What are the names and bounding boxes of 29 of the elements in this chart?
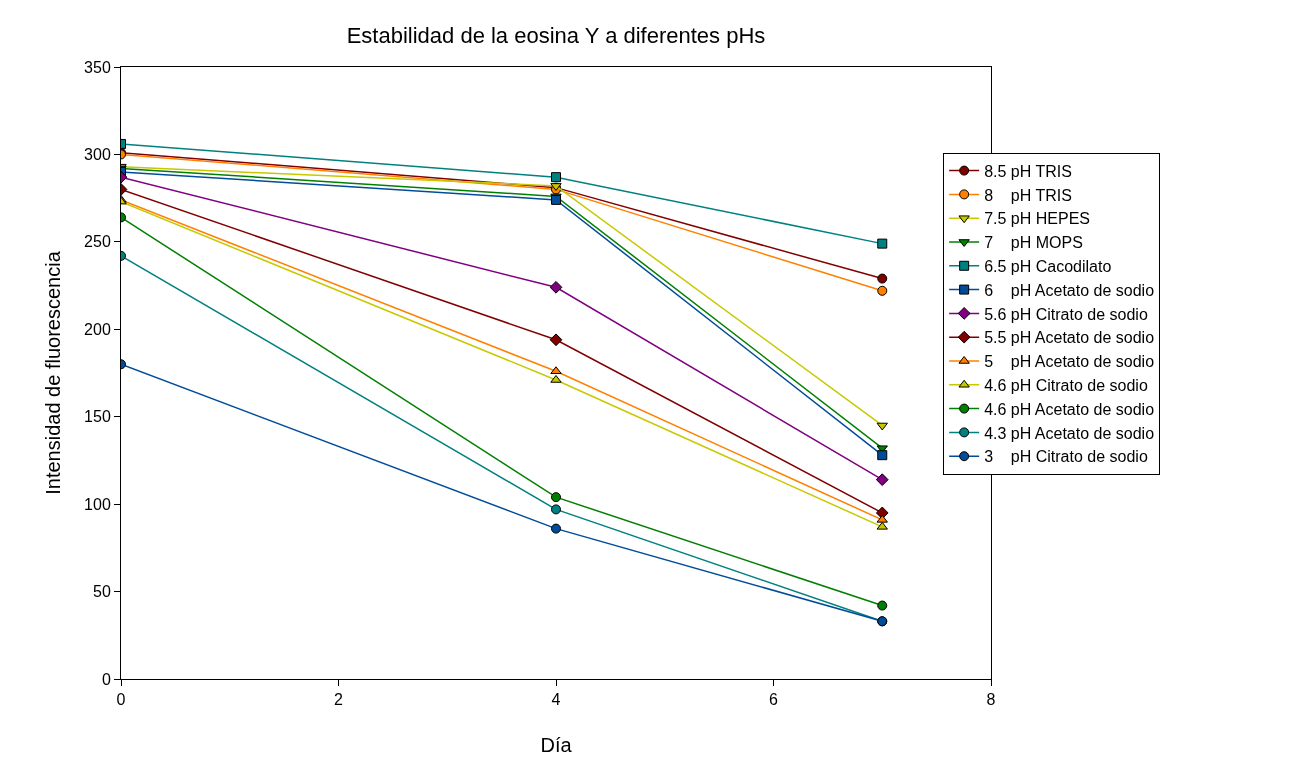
legend-label: 7.5 pH HEPES [984,210,1090,228]
x-axis-title: Día [540,733,573,756]
y-tick-label: 350 [84,58,111,76]
x-tick-label: 4 [551,691,561,709]
y-tick-label: 100 [84,495,111,513]
chart-title: Estabilidad de la eosina Y a diferentes pHs [346,22,766,48]
y-tick-label: 250 [84,233,111,251]
legend-label: 5.5 pH Acetato de sodio [984,329,1155,347]
legend-label: 8.5 pH TRIS [984,162,1072,180]
y-tick-label: 150 [84,408,111,426]
legend-label: 5 pH Acetato de sodio [984,353,1155,371]
x-tick-label: 6 [769,691,779,709]
legend-label: 4.3 pH Acetato de sodio [984,424,1155,442]
y-tick-label: 50 [93,583,111,601]
legend-label: 4.6 pH Acetato de sodio [984,400,1155,418]
x-tick-label: 8 [986,691,996,709]
x-tick-label: 2 [334,691,344,709]
y-tick-label: 300 [84,146,111,164]
legend-label: 6.5 pH Cacodilato [984,258,1112,276]
y-tick-label: 0 [101,670,111,688]
legend-label: 5.6 pH Citrato de sodio [984,305,1148,323]
legend-label: 7 pH MOPS [984,234,1083,252]
legend-label: 8 pH TRIS [984,186,1072,204]
legend-label: 6 pH Acetato de sodio [984,281,1155,299]
y-tick-label: 200 [84,320,111,338]
y-axis-title: Intensidad de fluorescencia [41,250,64,495]
legend-label: 4.6 pH Citrato de sodio [984,377,1148,395]
x-tick-label: 0 [116,691,126,709]
legend-label: 3 pH Citrato de sodio [984,448,1148,466]
